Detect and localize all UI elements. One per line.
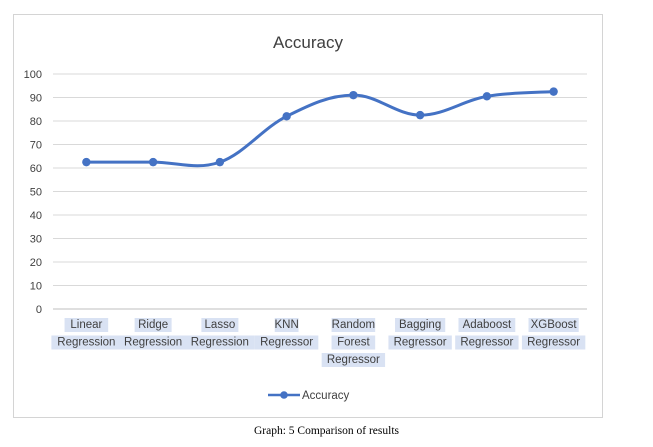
- y-tick-label-40: 40: [30, 210, 42, 222]
- x-category-0: Linear Regression: [51, 318, 122, 350]
- data-point-7: [549, 87, 558, 96]
- x-category-label: Linear: [70, 319, 102, 331]
- x-category-highlight: [118, 335, 189, 350]
- x-category-highlight: [331, 335, 376, 350]
- data-point-5: [415, 110, 425, 120]
- chart-area: [13, 14, 603, 418]
- legend: Accuracy: [268, 390, 350, 402]
- x-category-label: XGBoost: [531, 319, 578, 331]
- x-category-label: Regressor: [460, 337, 513, 349]
- x-category-6: Adaboost Regressor: [455, 318, 519, 350]
- x-category-label: Regressor: [260, 337, 313, 349]
- legend-marker: [280, 391, 288, 399]
- x-category-1: Ridge Regression: [118, 318, 189, 350]
- y-tick-label-80: 80: [30, 116, 42, 128]
- x-category-highlight: [395, 318, 446, 332]
- x-category-highlight: [64, 318, 109, 332]
- x-category-label: Regressor: [327, 354, 380, 366]
- data-point-0: [82, 157, 91, 167]
- figure-caption: Graph: 5 Comparison of results: [253, 425, 399, 437]
- gridlines: [53, 73, 587, 310]
- x-category-7: XGBoost Regressor: [521, 318, 586, 350]
- x-category-label: Ridge: [138, 319, 168, 331]
- y-tick-label-0: 0: [36, 304, 42, 316]
- x-category-highlight: [388, 335, 452, 350]
- y-tick-label-10: 10: [30, 281, 42, 293]
- x-category-highlight: [455, 335, 519, 350]
- data-point-2: [215, 157, 225, 167]
- data-point-4: [349, 90, 358, 100]
- x-category-label: Regressor: [527, 337, 580, 349]
- x-category-2: Lasso Regression: [184, 318, 255, 350]
- y-tick-label-90: 90: [30, 93, 42, 105]
- x-category-3: KNN Regressor: [254, 318, 319, 350]
- y-tick-label-60: 60: [30, 163, 42, 175]
- x-category-label: Regression: [57, 337, 115, 349]
- x-category-label: Regressor: [394, 337, 447, 349]
- chart-title: Accuracy: [273, 33, 343, 52]
- y-tick-label-20: 20: [30, 257, 42, 269]
- x-category-label: Regression: [124, 337, 182, 349]
- series-accuracy: [82, 87, 558, 168]
- y-tick-label-70: 70: [30, 140, 42, 152]
- x-category-highlight: [134, 318, 172, 332]
- x-category-label: KNN: [274, 319, 298, 331]
- x-category-highlight: [521, 335, 586, 350]
- y-tick-label-100: 100: [24, 69, 42, 81]
- legend-label: Accuracy: [302, 390, 350, 402]
- x-category-highlight: [274, 318, 299, 332]
- x-axis-categories: Linear Regression Ridge Regression Lasso Regr…: [51, 318, 586, 367]
- x-category-highlight: [201, 318, 239, 332]
- x-category-label: Regression: [191, 337, 249, 349]
- x-category-label: Forest: [337, 337, 370, 349]
- data-point-3: [282, 112, 291, 121]
- y-axis-ticks: 0 10 20 30 40 50 60 70 80 90 100: [24, 69, 42, 316]
- y-tick-label-30: 30: [30, 234, 42, 246]
- x-category-highlight: [51, 335, 122, 350]
- x-category-highlight: [331, 318, 376, 332]
- x-category-5: Bagging Regressor: [388, 318, 452, 350]
- x-category-highlight: [254, 335, 319, 350]
- x-category-label: Adaboost: [463, 319, 512, 331]
- series-line-accuracy: [84, 90, 556, 168]
- x-category-highlight: [458, 318, 516, 332]
- data-point-1: [148, 157, 158, 167]
- x-category-highlight: [184, 335, 255, 350]
- x-category-label: Random: [332, 319, 375, 331]
- y-tick-label-50: 50: [30, 187, 42, 199]
- x-category-label: Bagging: [399, 319, 441, 331]
- x-category-highlight: [321, 353, 386, 367]
- x-category-label: Lasso: [205, 319, 236, 331]
- data-point-6: [482, 92, 492, 101]
- x-category-4: Random Forest Regressor: [321, 318, 386, 367]
- x-category-highlight: [528, 318, 579, 332]
